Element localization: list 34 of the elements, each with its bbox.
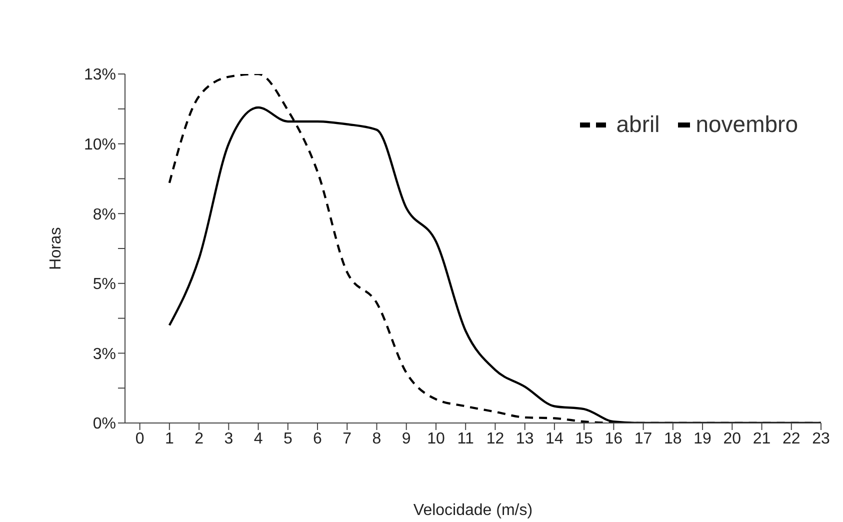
x-tick-label: 10 [427,430,445,448]
x-tick-label: 11 [457,430,474,448]
x-tick-label: 13 [516,430,534,448]
x-tick-label: 20 [723,430,742,448]
x-tick-label: 18 [664,430,682,448]
y-tick-label: 5% [92,276,116,294]
x-tick-label: 8 [372,430,382,448]
y-axis-title: Horas [48,227,65,270]
y-tick-label: 13% [84,66,116,84]
x-tick-label: 2 [194,430,204,448]
x-tick-label: 15 [575,430,594,448]
x-tick-label: 7 [342,430,352,448]
x-tick-label: 6 [313,430,322,448]
x-tick-label: 4 [254,430,263,448]
y-tick-label: 8% [92,206,116,224]
x-tick-label: 1 [164,430,174,448]
x-tick-label: 12 [486,430,504,448]
x-tick-label: 16 [604,430,623,448]
x-tick-label: 21 [752,430,771,448]
x-tick-label: 23 [812,430,830,448]
x-tick-label: 19 [694,430,712,448]
legend-label: novembro [696,111,798,138]
x-tick-label: 5 [283,430,292,448]
y-tick-label: 10% [84,136,116,154]
y-tick-label: 0% [92,416,116,433]
x-tick-label: 0 [135,430,144,448]
x-tick-label: 3 [224,430,234,448]
x-tick-label: 14 [546,430,564,448]
y-tick-label: 3% [92,346,116,363]
x-tick-label: 22 [782,430,800,448]
x-axis-title: Velocidade (m/s) [413,502,533,519]
x-tick-label: 17 [634,430,652,448]
x-tick-label: 9 [402,430,411,448]
legend-label: abril [616,111,660,138]
